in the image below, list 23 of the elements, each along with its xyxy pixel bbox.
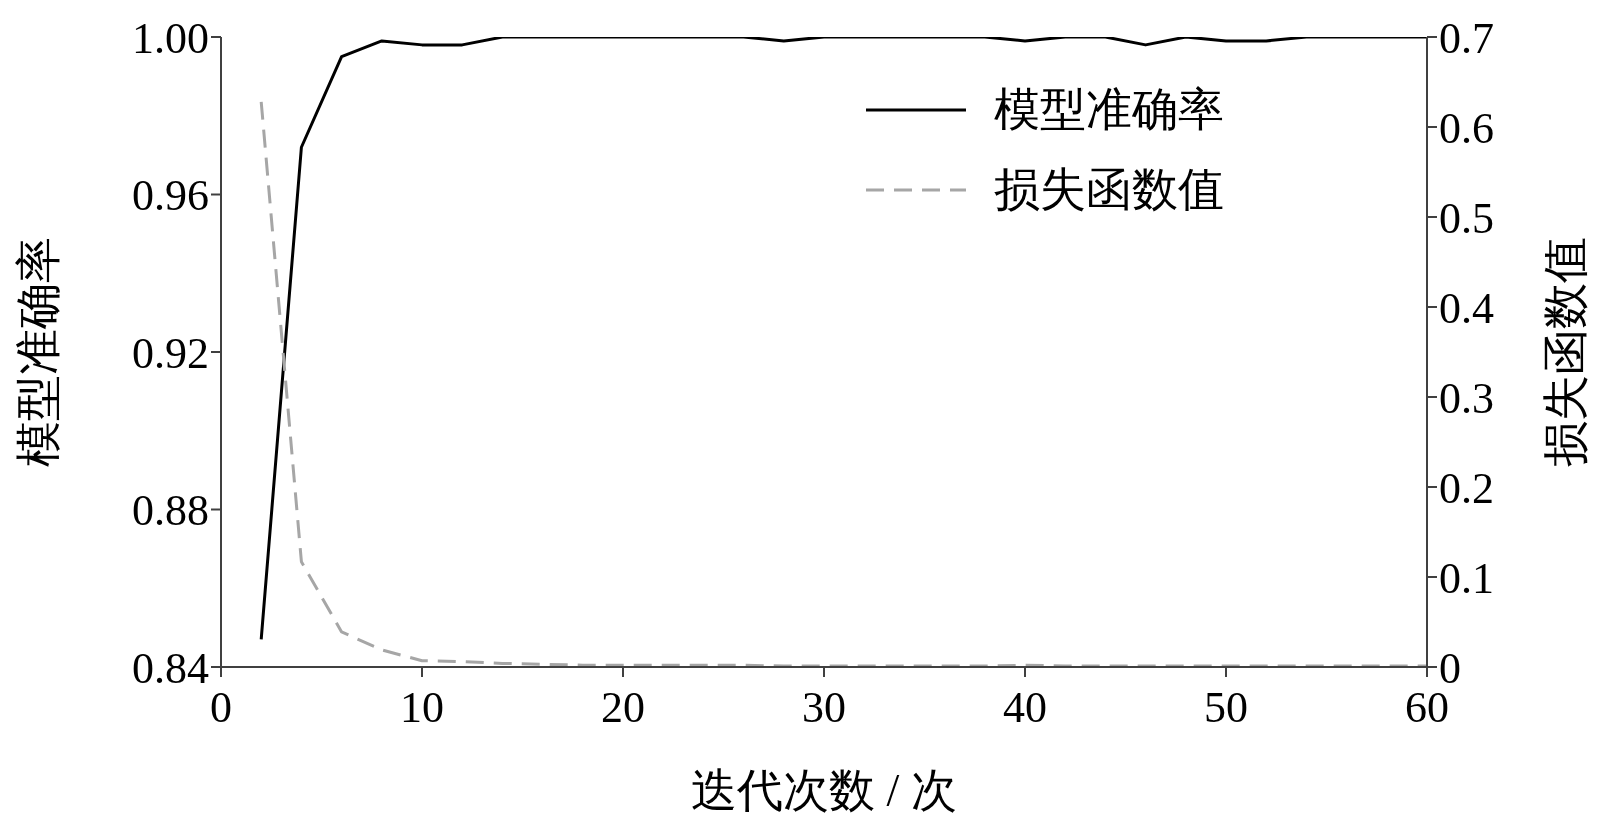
y2-tick-label: 0.5 <box>1439 193 1494 243</box>
y-tick-label: 1.00 <box>132 13 209 63</box>
y2-tick-label: 0.3 <box>1439 373 1494 423</box>
y2-tick-label: 0.1 <box>1439 553 1494 603</box>
y-tick-label: 0.84 <box>132 643 209 693</box>
x-tick-label: 20 <box>601 683 645 733</box>
y-axis-title: 模型准确率 <box>13 237 65 467</box>
y2-axis-title: 损失函数值 <box>1540 237 1592 467</box>
y-tick-label: 0.88 <box>132 486 209 536</box>
y-tick-label: 0.96 <box>132 171 209 221</box>
legend-label: 模型准确率 <box>994 83 1224 137</box>
y2-tick-label: 0.4 <box>1439 283 1494 333</box>
x-tick-label: 40 <box>1003 683 1047 733</box>
y2-tick-label: 0.2 <box>1439 463 1494 513</box>
x-tick-label: 0 <box>210 683 232 733</box>
y-tick-label: 0.92 <box>132 328 209 378</box>
x-tick-label: 30 <box>802 683 846 733</box>
x-tick-label: 10 <box>400 683 444 733</box>
legend-label: 损失函数值 <box>994 163 1224 217</box>
y2-tick-label: 0.7 <box>1439 13 1494 63</box>
x-tick-label: 50 <box>1204 683 1248 733</box>
x-axis-title: 迭代次数 / 次 <box>691 765 957 816</box>
y2-tick-label: 0.6 <box>1439 103 1494 153</box>
